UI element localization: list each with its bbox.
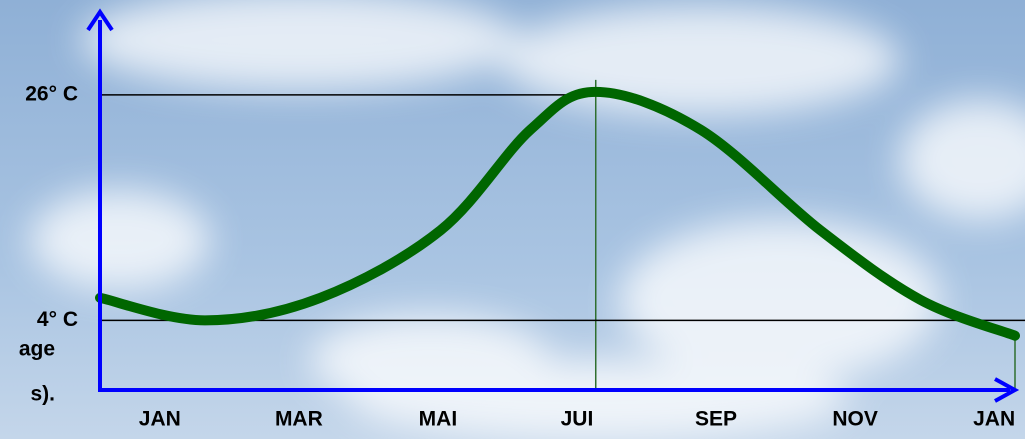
x-tick-label: JAN: [139, 408, 181, 431]
chart: age s). 4° C 26° C JAN MAR MAI JUI SEP NOV JAN: [0, 0, 1025, 439]
y-tick-label: 4° C: [37, 308, 78, 331]
x-tick-label: JUI: [561, 408, 594, 431]
x-tick-label: MAR: [275, 408, 323, 431]
x-tick-label: MAI: [419, 408, 458, 431]
annotation: s).: [30, 383, 55, 406]
y-tick-label: 26° C: [25, 82, 78, 105]
x-tick-label: SEP: [695, 408, 737, 431]
annotation: age: [19, 338, 55, 361]
x-tick-label: JAN: [973, 408, 1015, 431]
x-tick-label: NOV: [832, 408, 878, 431]
